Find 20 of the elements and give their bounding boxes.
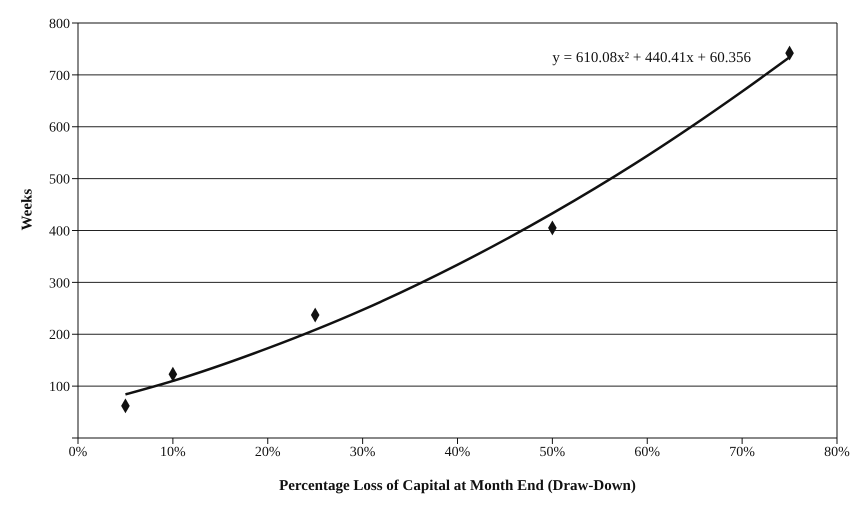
y-tick-label: 800 [49,16,70,32]
y-axis-title: Weeks [19,188,36,230]
y-tick-label: 100 [49,380,70,396]
x-tick-label: 70% [729,444,756,460]
annotation: y = 610.08x² + 440.41x + 60.356 [551,50,752,67]
x-tick-label: 50% [540,444,566,460]
y-tick-label: 200 [49,328,70,344]
x-tick-label: 80% [824,444,850,460]
y-tick-label: 700 [49,68,70,84]
x-tick-label: 60% [634,444,660,460]
x-tick-label: 20% [254,444,281,460]
x-tick-label: 30% [350,444,376,460]
x-axis-title: Percentage Loss of Capital at Month End (Draw-Down) [279,478,636,494]
y-tick-label: 300 [49,276,70,292]
x-tick-label: 10% [160,444,186,460]
y-tick-label: 600 [49,120,70,136]
y-tick-label: 400 [49,224,70,240]
y-tick-label: 500 [49,172,70,188]
x-tick-label: 0% [68,444,88,460]
x-tick-label: 40% [444,444,471,460]
